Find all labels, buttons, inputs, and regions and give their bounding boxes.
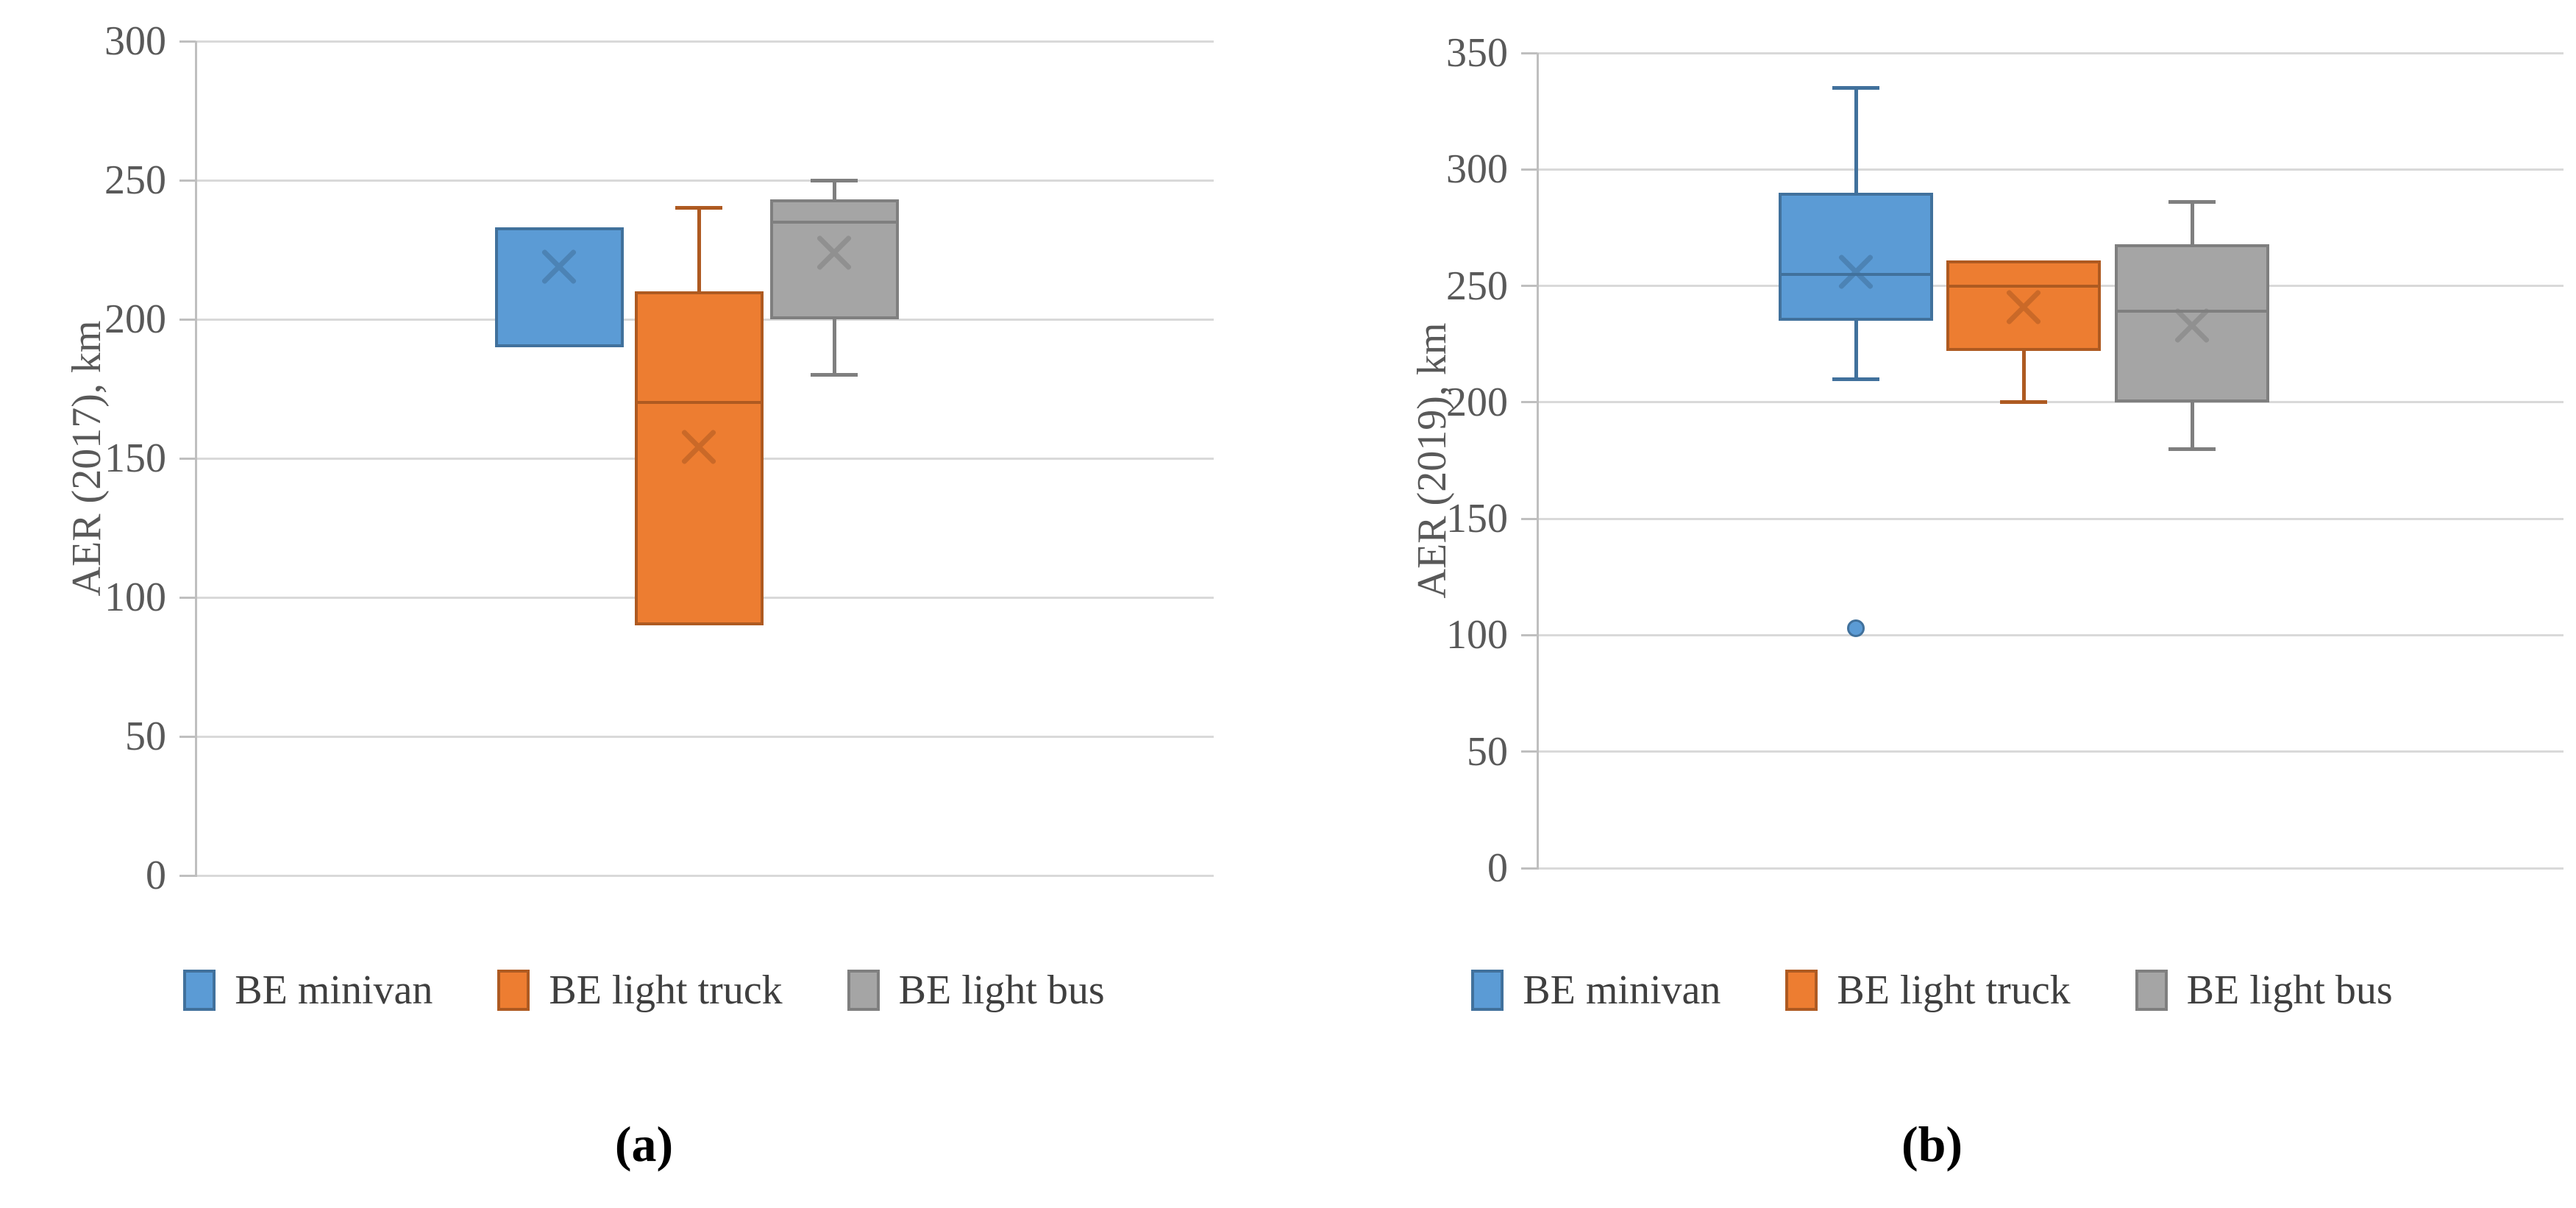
y-tick-label: 250	[104, 157, 166, 203]
legend-item-be-light-truck: BE light truck	[1785, 967, 2071, 1013]
tick-mark	[179, 457, 196, 460]
legend-label: BE light truck	[1837, 967, 2071, 1013]
legend-swatch-be-minivan	[183, 970, 216, 1011]
legend-item-be-minivan: BE minivan	[1471, 968, 1721, 1012]
whisker-cap-low	[2168, 447, 2216, 451]
mean-marker-be-light-truck	[672, 420, 726, 475]
outlier-dot-be-minivan	[1847, 619, 1865, 637]
whisker-line-high	[697, 207, 701, 292]
gridline	[196, 874, 1214, 877]
y-axis-line	[1537, 53, 1539, 870]
tick-mark	[179, 596, 196, 599]
whisker-cap-high	[811, 178, 858, 182]
tick-mark	[179, 874, 196, 877]
legend-label: BE light bus	[898, 967, 1105, 1013]
tick-mark	[179, 179, 196, 182]
median-line-be-light-bus	[2118, 310, 2266, 313]
gridline	[1537, 168, 2563, 171]
whisker-cap-low	[2000, 400, 2047, 405]
tick-mark	[1521, 285, 1537, 288]
tick-mark	[1521, 867, 1537, 870]
y-tick-label: 150	[104, 436, 166, 481]
y-tick-label: 0	[1487, 845, 1508, 891]
whisker-line-high	[2190, 202, 2194, 244]
whisker-line-high	[1854, 88, 1858, 193]
tick-mark	[1521, 750, 1537, 753]
gridline	[1537, 401, 2563, 404]
y-tick-label: 300	[1446, 146, 1508, 193]
y-axis-line	[195, 41, 197, 877]
legend-label: BE light truck	[549, 967, 783, 1013]
legend-item-be-light-truck: BE light truck	[497, 967, 783, 1013]
legend-label: BE minivan	[1523, 967, 1721, 1013]
legend-swatch-be-light-truck	[1785, 970, 1818, 1011]
mean-marker-be-light-bus	[2165, 298, 2219, 352]
legend-item-be-light-bus: BE light bus	[2135, 968, 2393, 1012]
y-tick-label: 100	[1446, 612, 1508, 658]
gridline	[196, 735, 1214, 738]
gridline	[1537, 867, 2563, 870]
legend: BE minivan BE light truck BE light bus	[0, 953, 1288, 1027]
median-line-be-light-truck	[637, 401, 761, 405]
y-tick-label: 50	[1467, 728, 1508, 775]
y-tick-label: 250	[1446, 263, 1508, 309]
whisker-cap-low	[1832, 377, 1879, 381]
median-line-be-light-truck	[1949, 284, 2098, 288]
legend: BE minivan BE light truck BE light bus	[1288, 953, 2576, 1027]
box-be-light-truck	[634, 291, 764, 625]
y-tick-label: 200	[1446, 379, 1508, 425]
legend-item-be-light-bus: BE light bus	[847, 968, 1105, 1012]
legend-swatch-be-light-truck	[497, 970, 530, 1011]
y-tick-label: 100	[104, 575, 166, 620]
median-line-be-light-bus	[772, 220, 896, 224]
tick-mark	[1521, 168, 1537, 171]
tick-mark	[179, 40, 196, 43]
legend-swatch-be-light-bus	[847, 970, 880, 1011]
gridline	[1537, 517, 2563, 520]
tick-mark	[1521, 633, 1537, 636]
y-tick-label: 0	[146, 853, 166, 898]
mean-marker-be-minivan	[532, 239, 586, 294]
legend-swatch-be-minivan	[1471, 970, 1504, 1011]
mean-marker-be-minivan	[1829, 245, 1883, 299]
legend-item-be-minivan: BE minivan	[183, 968, 433, 1012]
whisker-line-high	[832, 180, 836, 200]
whisker-line-low	[2021, 351, 2026, 402]
tick-mark	[179, 735, 196, 738]
mean-marker-be-light-truck	[1996, 280, 2051, 334]
tick-mark	[1521, 517, 1537, 520]
y-tick-label: 300	[104, 18, 166, 64]
y-tick-label: 150	[1446, 496, 1508, 542]
gridline	[1537, 633, 2563, 636]
whisker-line-low	[832, 319, 836, 375]
whisker-cap-high	[2168, 200, 2216, 205]
gridline	[196, 40, 1214, 43]
y-tick-label: 50	[125, 714, 166, 759]
legend-label: BE minivan	[235, 967, 433, 1013]
gridline	[1537, 51, 2563, 54]
gridline	[1537, 750, 2563, 753]
box-be-minivan	[494, 227, 624, 347]
box-be-minivan	[1779, 192, 1933, 321]
box-be-light-bus	[769, 199, 899, 319]
y-tick-label: 350	[1446, 30, 1508, 76]
whisker-line-low	[2190, 402, 2194, 450]
whisker-cap-high	[675, 206, 722, 210]
y-tick-label: 200	[104, 296, 166, 342]
mean-marker-be-light-bus	[807, 225, 861, 280]
tick-mark	[1521, 51, 1537, 54]
chart-panel-b: AER (2019), km BE minivan BE light truck B…	[1288, 0, 2576, 1208]
panel-caption-a: (a)	[614, 1116, 674, 1172]
chart-panel-a: AER (2017), km BE minivan BE light truck B…	[0, 18, 1288, 1172]
gridline	[196, 179, 1214, 182]
tick-mark	[1521, 401, 1537, 404]
legend-swatch-be-light-bus	[2135, 970, 2168, 1011]
whisker-line-low	[1854, 321, 1858, 380]
whisker-cap-low	[811, 373, 858, 377]
whisker-cap-high	[1832, 85, 1879, 90]
legend-label: BE light bus	[2186, 967, 2393, 1013]
panel-caption-b: (b)	[1901, 1116, 1963, 1172]
tick-mark	[179, 318, 196, 321]
